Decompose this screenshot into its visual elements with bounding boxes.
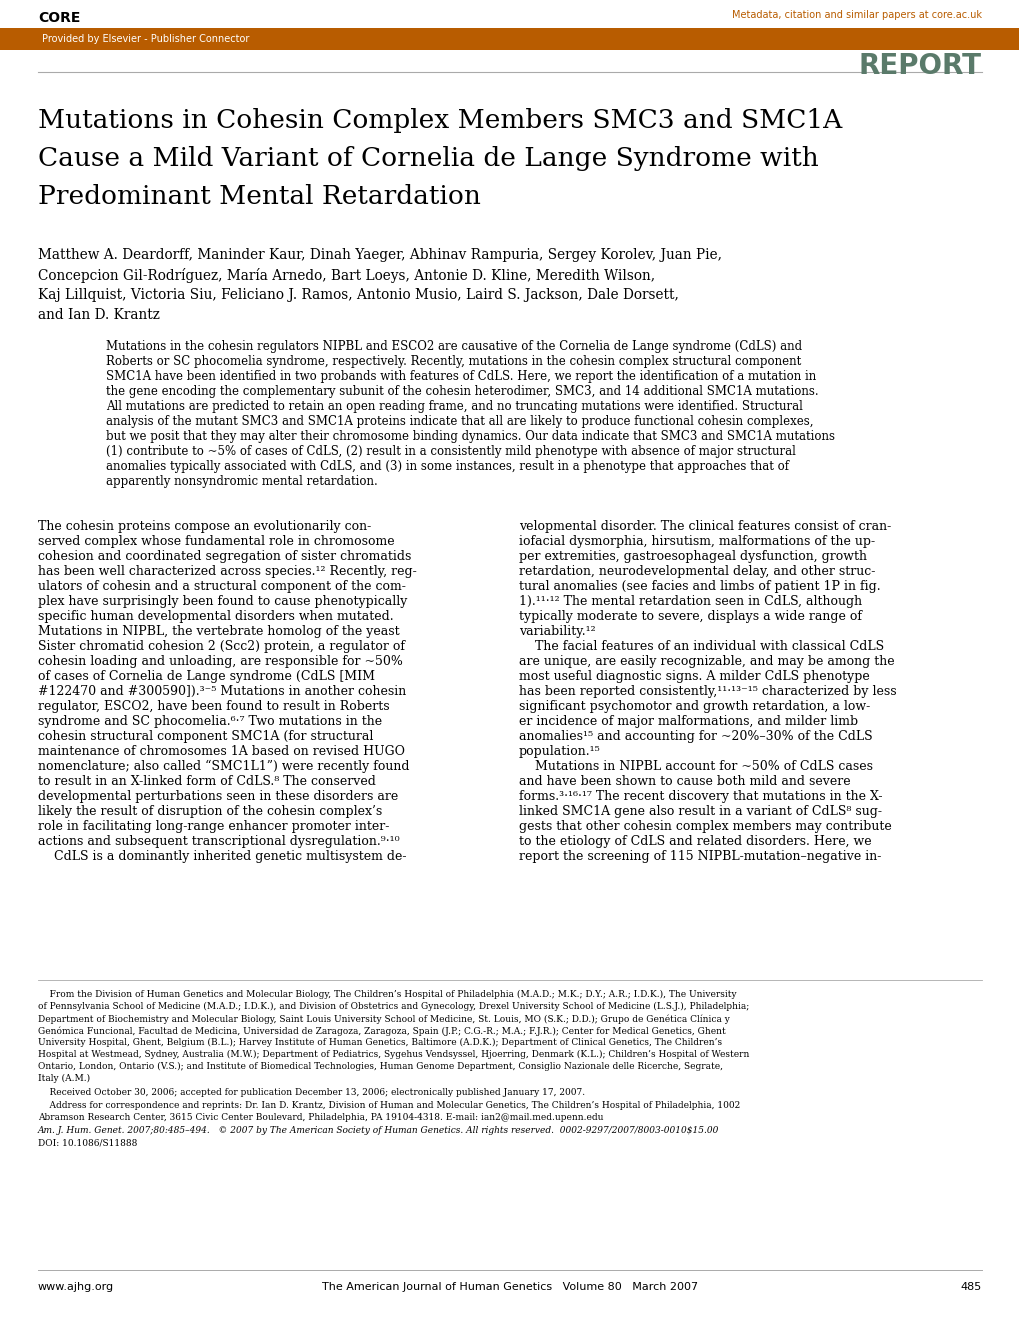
Bar (0, 28, 1019, 50)
Text: CORE: CORE (38, 11, 81, 25)
Text: Italy (A.M.): Italy (A.M.) (38, 1074, 90, 1084)
Text: Ontario, London, Ontario (V.S.); and Institute of Biomedical Technologies, Human: Ontario, London, Ontario (V.S.); and Ins… (38, 1063, 722, 1071)
Text: specific human developmental disorders when mutated.: specific human developmental disorders w… (38, 610, 393, 623)
Text: retardation, neurodevelopmental delay, and other struc-: retardation, neurodevelopmental delay, a… (519, 565, 874, 578)
Text: forms.³·¹⁶·¹⁷ The recent discovery that mutations in the X-: forms.³·¹⁶·¹⁷ The recent discovery that … (519, 789, 881, 803)
Text: role in facilitating long-range enhancer promoter inter-: role in facilitating long-range enhancer… (38, 820, 389, 833)
Text: typically moderate to severe, displays a wide range of: typically moderate to severe, displays a… (519, 610, 861, 623)
Text: the gene encoding the complementary subunit of the cohesin heterodimer, SMC3, an: the gene encoding the complementary subu… (106, 385, 818, 399)
Text: variability.¹²: variability.¹² (519, 624, 595, 638)
Text: of cases of Cornelia de Lange syndrome (CdLS [MIM: of cases of Cornelia de Lange syndrome (… (38, 671, 375, 682)
Text: gests that other cohesin complex members may contribute: gests that other cohesin complex members… (519, 820, 891, 833)
Text: anomalies typically associated with CdLS, and (3) in some instances, result in a: anomalies typically associated with CdLS… (106, 459, 789, 473)
Text: Kaj Lillquist, Victoria Siu, Feliciano J. Ramos, Antonio Musio, Laird S. Jackson: Kaj Lillquist, Victoria Siu, Feliciano J… (38, 288, 679, 302)
Text: Roberts or SC phocomelia syndrome, respectively. Recently, mutations in the cohe: Roberts or SC phocomelia syndrome, respe… (106, 355, 801, 368)
Text: linked SMC1A gene also result in a variant of CdLS⁸ sug-: linked SMC1A gene also result in a varia… (519, 805, 881, 818)
Text: syndrome and SC phocomelia.⁶·⁷ Two mutations in the: syndrome and SC phocomelia.⁶·⁷ Two mutat… (38, 715, 382, 729)
Text: Mutations in the cohesin regulators NIPBL and ESCO2 are causative of the Corneli: Mutations in the cohesin regulators NIPB… (106, 341, 801, 352)
Text: From the Division of Human Genetics and Molecular Biology, The Children’s Hospit: From the Division of Human Genetics and … (38, 990, 736, 999)
Text: www.ajhg.org: www.ajhg.org (38, 1282, 114, 1292)
Text: report the screening of 115 NIPBL-mutation–negative in-: report the screening of 115 NIPBL-mutati… (519, 850, 880, 863)
Text: er incidence of major malformations, and milder limb: er incidence of major malformations, and… (519, 715, 857, 729)
Text: cohesion and coordinated segregation of sister chromatids: cohesion and coordinated segregation of … (38, 550, 411, 564)
Text: #122470 and #300590]).³⁻⁵ Mutations in another cohesin: #122470 and #300590]).³⁻⁵ Mutations in a… (38, 685, 406, 698)
Text: actions and subsequent transcriptional dysregulation.⁹·¹⁰: actions and subsequent transcriptional d… (38, 836, 399, 847)
Text: regulator, ESCO2, have been found to result in Roberts: regulator, ESCO2, have been found to res… (38, 700, 389, 713)
Text: Hospital at Westmead, Sydney, Australia (M.W.); Department of Pediatrics, Sygehu: Hospital at Westmead, Sydney, Australia … (38, 1049, 749, 1059)
Text: The facial features of an individual with classical CdLS: The facial features of an individual wit… (519, 640, 883, 653)
Text: Received October 30, 2006; accepted for publication December 13, 2006; electroni: Received October 30, 2006; accepted for … (38, 1088, 585, 1097)
Text: Cause a Mild Variant of Cornelia de Lange Syndrome with: Cause a Mild Variant of Cornelia de Lang… (38, 147, 818, 172)
Text: significant psychomotor and growth retardation, a low-: significant psychomotor and growth retar… (519, 700, 869, 713)
Text: DOI: 10.1086/S11888: DOI: 10.1086/S11888 (38, 1138, 138, 1147)
Text: Abramson Research Center, 3615 Civic Center Boulevard, Philadelphia, PA 19104-43: Abramson Research Center, 3615 Civic Cen… (38, 1113, 603, 1122)
Text: Mutations in Cohesin Complex Members SMC3 and SMC1A: Mutations in Cohesin Complex Members SMC… (38, 108, 842, 133)
Text: population.¹⁵: population.¹⁵ (519, 744, 600, 758)
Text: velopmental disorder. The clinical features consist of cran-: velopmental disorder. The clinical featu… (519, 520, 891, 533)
Text: maintenance of chromosomes 1A based on revised HUGO: maintenance of chromosomes 1A based on r… (38, 744, 405, 758)
Text: Metadata, citation and similar papers at core.ac.uk: Metadata, citation and similar papers at… (732, 11, 981, 20)
Text: cohesin loading and unloading, are responsible for ~50%: cohesin loading and unloading, are respo… (38, 655, 403, 668)
Text: analysis of the mutant SMC3 and SMC1A proteins indicate that all are likely to p: analysis of the mutant SMC3 and SMC1A pr… (106, 414, 813, 428)
Text: Genómica Funcional, Facultad de Medicina, Universidad de Zaragoza, Zaragoza, Spa: Genómica Funcional, Facultad de Medicina… (38, 1026, 726, 1035)
Text: The American Journal of Human Genetics   Volume 80   March 2007: The American Journal of Human Genetics V… (322, 1282, 697, 1292)
Text: cohesin structural component SMC1A (for structural: cohesin structural component SMC1A (for … (38, 730, 373, 743)
Text: most useful diagnostic signs. A milder CdLS phenotype: most useful diagnostic signs. A milder C… (519, 671, 869, 682)
Text: anomalies¹⁵ and accounting for ~20%–30% of the CdLS: anomalies¹⁵ and accounting for ~20%–30% … (519, 730, 872, 743)
Text: tural anomalies (see facies and limbs of patient 1P in fig.: tural anomalies (see facies and limbs of… (519, 579, 879, 593)
Text: and have been shown to cause both mild and severe: and have been shown to cause both mild a… (519, 775, 850, 788)
Text: to result in an X-linked form of CdLS.⁸ The conserved: to result in an X-linked form of CdLS.⁸ … (38, 775, 376, 788)
Text: but we posit that they may alter their chromosome binding dynamics. Our data ind: but we posit that they may alter their c… (106, 430, 835, 444)
Text: per extremities, gastroesophageal dysfunction, growth: per extremities, gastroesophageal dysfun… (519, 550, 866, 564)
Text: of Pennsylvania School of Medicine (M.A.D.; I.D.K.), and Division of Obstetrics : of Pennsylvania School of Medicine (M.A.… (38, 1002, 749, 1011)
Text: to the etiology of CdLS and related disorders. Here, we: to the etiology of CdLS and related diso… (519, 836, 871, 847)
Text: CdLS is a dominantly inherited genetic multisystem de-: CdLS is a dominantly inherited genetic m… (38, 850, 407, 863)
Text: developmental perturbations seen in these disorders are: developmental perturbations seen in thes… (38, 789, 397, 803)
Text: and Ian D. Krantz: and Ian D. Krantz (38, 308, 160, 322)
Text: SMC1A have been identified in two probands with features of CdLS. Here, we repor: SMC1A have been identified in two proban… (106, 370, 815, 383)
Text: Concepcion Gil-Rodríguez, María Arnedo, Bart Loeys, Antonie D. Kline, Meredith W: Concepcion Gil-Rodríguez, María Arnedo, … (38, 268, 654, 282)
Text: Sister chromatid cohesion 2 (Scc2) protein, a regulator of: Sister chromatid cohesion 2 (Scc2) prote… (38, 640, 405, 653)
Text: apparently nonsyndromic mental retardation.: apparently nonsyndromic mental retardati… (106, 475, 377, 488)
Text: nomenclature; also called “SMC1L1”) were recently found: nomenclature; also called “SMC1L1”) were… (38, 760, 409, 774)
Text: served complex whose fundamental role in chromosome: served complex whose fundamental role in… (38, 535, 394, 548)
Text: The cohesin proteins compose an evolutionarily con-: The cohesin proteins compose an evolutio… (38, 520, 371, 533)
Text: 485: 485 (960, 1282, 981, 1292)
Text: 1).¹¹·¹² The mental retardation seen in CdLS, although: 1).¹¹·¹² The mental retardation seen in … (519, 595, 861, 609)
Text: All mutations are predicted to retain an open reading frame, and no truncating m: All mutations are predicted to retain an… (106, 400, 802, 413)
Text: Predominant Mental Retardation: Predominant Mental Retardation (38, 183, 480, 209)
Text: REPORT: REPORT (858, 51, 981, 81)
Text: Department of Biochemistry and Molecular Biology, Saint Louis University School : Department of Biochemistry and Molecular… (38, 1014, 730, 1023)
Text: likely the result of disruption of the cohesin complex’s: likely the result of disruption of the c… (38, 805, 382, 818)
Text: plex have surprisingly been found to cause phenotypically: plex have surprisingly been found to cau… (38, 595, 407, 609)
Text: (1) contribute to ~5% of cases of CdLS, (2) result in a consistently mild phenot: (1) contribute to ~5% of cases of CdLS, … (106, 445, 795, 458)
Text: Provided by Elsevier - Publisher Connector: Provided by Elsevier - Publisher Connect… (42, 34, 249, 44)
Text: University Hospital, Ghent, Belgium (B.L.); Harvey Institute of Human Genetics, : University Hospital, Ghent, Belgium (B.L… (38, 1038, 721, 1047)
Text: Mutations in NIPBL, the vertebrate homolog of the yeast: Mutations in NIPBL, the vertebrate homol… (38, 624, 399, 638)
Text: has been reported consistently,¹¹·¹³⁻¹⁵ characterized by less: has been reported consistently,¹¹·¹³⁻¹⁵ … (519, 685, 896, 698)
Text: ulators of cohesin and a structural component of the com-: ulators of cohesin and a structural comp… (38, 579, 406, 593)
Text: are unique, are easily recognizable, and may be among the: are unique, are easily recognizable, and… (519, 655, 894, 668)
Text: Mutations in NIPBL account for ~50% of CdLS cases: Mutations in NIPBL account for ~50% of C… (519, 760, 872, 774)
Text: Matthew A. Deardorff, Maninder Kaur, Dinah Yaeger, Abhinav Rampuria, Sergey Koro: Matthew A. Deardorff, Maninder Kaur, Din… (38, 248, 721, 261)
Text: iofacial dysmorphia, hirsutism, malformations of the up-: iofacial dysmorphia, hirsutism, malforma… (519, 535, 874, 548)
Text: Address for correspondence and reprints: Dr. Ian D. Krantz, Division of Human an: Address for correspondence and reprints:… (38, 1101, 740, 1110)
Text: has been well characterized across species.¹² Recently, reg-: has been well characterized across speci… (38, 565, 417, 578)
Text: Am. J. Hum. Genet. 2007;80:485–494.   © 2007 by The American Society of Human Ge: Am. J. Hum. Genet. 2007;80:485–494. © 20… (38, 1126, 718, 1135)
